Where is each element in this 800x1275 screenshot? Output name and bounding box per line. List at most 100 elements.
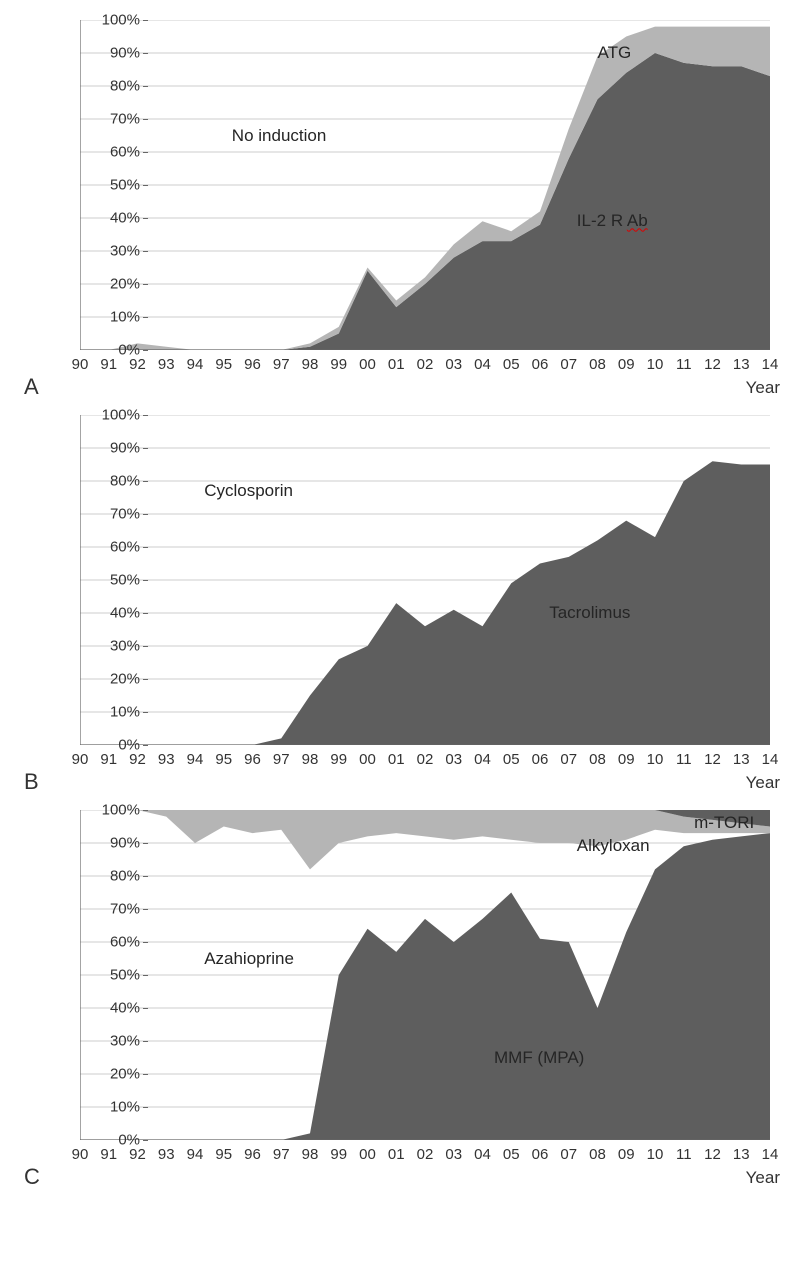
y-tick-label: 30%	[110, 1033, 140, 1050]
panel_A-plot-svg	[80, 20, 770, 350]
x-tick-label: 97	[273, 1146, 290, 1163]
x-tick-label: 94	[187, 1146, 204, 1163]
x-tick-label: 13	[733, 1146, 750, 1163]
x-tick-label: 92	[129, 356, 146, 373]
x-tick-label: 09	[618, 751, 635, 768]
x-tick-label: 95	[215, 751, 232, 768]
panel-a: 0%10%20%30%40%50%60%70%80%90%100%No indu…	[10, 20, 790, 380]
x-tick-label: 12	[704, 751, 721, 768]
panel-a-x-label: Year	[746, 378, 780, 398]
x-tick-label: 09	[618, 356, 635, 373]
y-tick-label: 20%	[110, 671, 140, 688]
panel-b-chart: 0%10%20%30%40%50%60%70%80%90%100%Cyclosp…	[80, 415, 770, 745]
y-tick-label: 100%	[102, 802, 140, 819]
x-tick-label: 96	[244, 751, 261, 768]
x-tick-label: 08	[589, 751, 606, 768]
panel-b-x-axis: 9091929394959697989900010203040506070809…	[80, 745, 770, 775]
x-tick-label: 13	[733, 356, 750, 373]
y-tick-label: 90%	[110, 835, 140, 852]
figure-container: 0%10%20%30%40%50%60%70%80%90%100%No indu…	[0, 0, 800, 1225]
x-tick-label: 91	[100, 356, 117, 373]
x-tick-label: 10	[647, 1146, 664, 1163]
y-tick-label: 10%	[110, 309, 140, 326]
x-tick-label: 00	[359, 751, 376, 768]
y-tick-label: 60%	[110, 934, 140, 951]
panel-a-letter: A	[24, 374, 39, 400]
x-tick-label: 07	[560, 751, 577, 768]
x-tick-label: 09	[618, 1146, 635, 1163]
x-tick-label: 10	[647, 751, 664, 768]
y-tick-label: 40%	[110, 210, 140, 227]
x-tick-label: 93	[158, 1146, 175, 1163]
x-tick-label: 06	[532, 1146, 549, 1163]
y-tick-label: 70%	[110, 901, 140, 918]
x-tick-label: 10	[647, 356, 664, 373]
x-tick-label: 99	[330, 751, 347, 768]
y-tick-label: 80%	[110, 78, 140, 95]
x-tick-label: 90	[72, 1146, 89, 1163]
y-tick-label: 50%	[110, 572, 140, 589]
x-tick-label: 98	[302, 356, 319, 373]
x-tick-label: 00	[359, 1146, 376, 1163]
panel_B-y-axis: 0%10%20%30%40%50%60%70%80%90%100%	[80, 415, 148, 745]
y-tick-label: 40%	[110, 605, 140, 622]
y-tick-label: 80%	[110, 868, 140, 885]
x-tick-label: 02	[417, 1146, 434, 1163]
area-tacrolimus	[80, 461, 770, 745]
x-tick-label: 11	[676, 751, 692, 768]
x-tick-label: 08	[589, 1146, 606, 1163]
x-tick-label: 05	[503, 356, 520, 373]
x-tick-label: 95	[215, 356, 232, 373]
x-tick-label: 94	[187, 751, 204, 768]
area-il-2-r-ab	[80, 53, 770, 350]
x-tick-label: 98	[302, 751, 319, 768]
panel-a-chart: 0%10%20%30%40%50%60%70%80%90%100%No indu…	[80, 20, 770, 350]
x-tick-label: 05	[503, 1146, 520, 1163]
x-tick-label: 13	[733, 751, 750, 768]
y-tick-label: 100%	[102, 407, 140, 424]
y-tick-label: 50%	[110, 967, 140, 984]
panel-c-x-label: Year	[746, 1168, 780, 1188]
y-tick-label: 60%	[110, 539, 140, 556]
panel-c: 0%10%20%30%40%50%60%70%80%90%100%Azahiop…	[10, 810, 790, 1170]
x-tick-label: 01	[388, 1146, 405, 1163]
x-tick-label: 03	[445, 356, 462, 373]
panel_C-plot-svg	[80, 810, 770, 1140]
x-tick-label: 92	[129, 751, 146, 768]
x-tick-label: 90	[72, 751, 89, 768]
x-tick-label: 02	[417, 356, 434, 373]
x-tick-label: 99	[330, 1146, 347, 1163]
y-tick-label: 70%	[110, 111, 140, 128]
x-tick-label: 90	[72, 356, 89, 373]
x-tick-label: 04	[474, 1146, 491, 1163]
y-tick-label: 30%	[110, 243, 140, 260]
y-tick-label: 70%	[110, 506, 140, 523]
x-tick-label: 91	[100, 751, 117, 768]
x-tick-label: 95	[215, 1146, 232, 1163]
x-tick-label: 11	[676, 1146, 692, 1163]
x-tick-label: 08	[589, 356, 606, 373]
y-tick-label: 100%	[102, 12, 140, 29]
x-tick-label: 98	[302, 1146, 319, 1163]
x-tick-label: 94	[187, 356, 204, 373]
x-tick-label: 99	[330, 356, 347, 373]
panel-c-x-axis: 9091929394959697989900010203040506070809…	[80, 1140, 770, 1170]
x-tick-label: 01	[388, 356, 405, 373]
y-tick-label: 20%	[110, 1066, 140, 1083]
x-tick-label: 03	[445, 1146, 462, 1163]
x-tick-label: 97	[273, 356, 290, 373]
x-tick-label: 04	[474, 751, 491, 768]
x-tick-label: 14	[762, 751, 779, 768]
x-tick-label: 06	[532, 751, 549, 768]
x-tick-label: 96	[244, 356, 261, 373]
x-tick-label: 92	[129, 1146, 146, 1163]
y-tick-label: 40%	[110, 1000, 140, 1017]
panel_C-y-axis: 0%10%20%30%40%50%60%70%80%90%100%	[80, 810, 148, 1140]
x-tick-label: 07	[560, 356, 577, 373]
x-tick-label: 07	[560, 1146, 577, 1163]
panel-a-x-axis: 9091929394959697989900010203040506070809…	[80, 350, 770, 380]
panel_A-y-axis: 0%10%20%30%40%50%60%70%80%90%100%	[80, 20, 148, 350]
x-tick-label: 96	[244, 1146, 261, 1163]
x-tick-label: 05	[503, 751, 520, 768]
x-tick-label: 93	[158, 751, 175, 768]
